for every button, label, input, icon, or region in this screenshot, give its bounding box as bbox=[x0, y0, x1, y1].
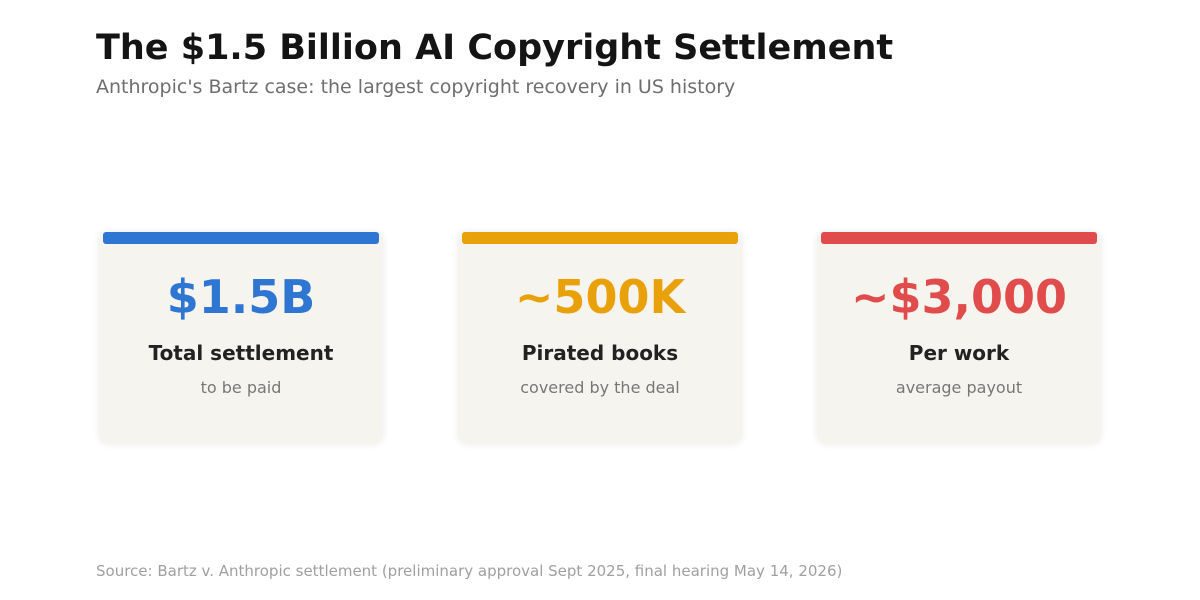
stat-value: $1.5B bbox=[166, 270, 316, 324]
stat-card-total-settlement: $1.5B Total settlement to be paid bbox=[99, 232, 383, 444]
stat-card-per-work: ~$3,000 Per work average payout bbox=[817, 232, 1101, 444]
page-title: The $1.5 Billion AI Copyright Settlement bbox=[96, 28, 894, 68]
stat-sublabel: to be paid bbox=[200, 378, 282, 397]
stat-value: ~500K bbox=[514, 270, 686, 324]
stat-card-pirated-books: ~500K Pirated books covered by the deal bbox=[458, 232, 742, 444]
stat-label: Pirated books bbox=[521, 341, 679, 365]
card-accent-bar bbox=[103, 232, 379, 244]
stat-label: Total settlement bbox=[148, 341, 334, 365]
stat-sublabel: covered by the deal bbox=[520, 378, 680, 397]
source-note: Source: Bartz v. Anthropic settlement (p… bbox=[96, 562, 843, 580]
stat-label: Per work bbox=[908, 341, 1010, 365]
stat-value: ~$3,000 bbox=[850, 270, 1068, 324]
stat-sublabel: average payout bbox=[895, 378, 1023, 397]
card-accent-bar bbox=[821, 232, 1097, 244]
card-accent-bar bbox=[462, 232, 738, 244]
page-subtitle: Anthropic's Bartz case: the largest copy… bbox=[96, 76, 736, 98]
